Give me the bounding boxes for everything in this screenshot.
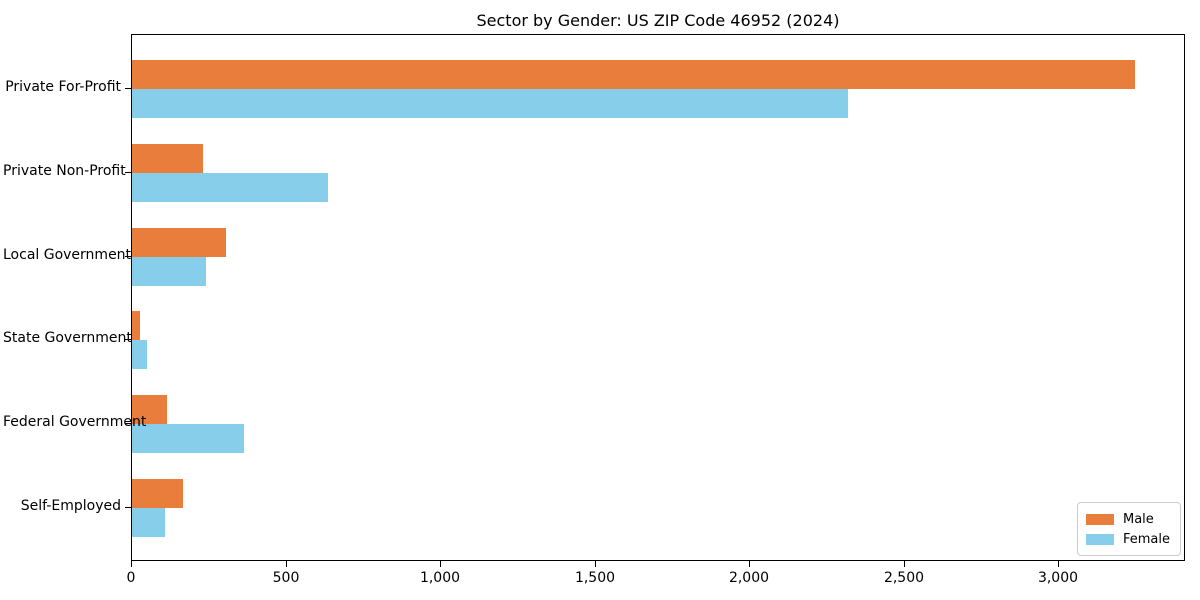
y-tick [125,339,131,340]
bar-male-3 [132,228,226,257]
bar-male-2 [132,144,203,173]
x-axis-tick-label: 0 [126,570,136,586]
x-axis-tick-label: 1,000 [419,570,461,586]
bar-male-5 [132,395,167,424]
x-tick [749,561,750,567]
bar-male-1 [132,60,1135,89]
x-axis-tick-label: 500 [272,570,300,586]
y-axis-label: Self-Employed [20,498,121,514]
y-axis-label: Local Government [3,247,132,263]
x-axis-tick-label: 1,500 [574,570,616,586]
bar-male-6 [132,479,183,508]
y-axis-label: State Government [3,330,132,346]
y-tick [125,507,131,508]
legend-item-male: Male [1085,509,1170,529]
y-tick [125,88,131,89]
bar-female-1 [132,89,848,118]
legend-swatch-icon [1085,533,1114,545]
x-tick [1058,561,1059,567]
bar-female-2 [132,173,328,202]
bar-female-4 [132,340,147,369]
plot-area: Male Female [131,34,1185,561]
y-tick [125,256,131,257]
legend-label: Male [1122,511,1154,527]
legend-item-female: Female [1085,529,1170,549]
legend-label: Female [1122,531,1170,547]
x-axis-tick-label: 2,000 [728,570,770,586]
x-tick [440,561,441,567]
chart-title: Sector by Gender: US ZIP Code 46952 (202… [476,11,840,30]
legend-swatch-icon [1085,513,1114,525]
y-axis-label: Federal Government [3,414,147,430]
x-tick [904,561,905,567]
x-tick [286,561,287,567]
x-tick [595,561,596,567]
y-axis-label: Private Non-Profit [3,163,126,179]
bar-male-4 [132,311,140,340]
y-tick [125,172,131,173]
bar-female-5 [132,424,244,453]
y-tick [125,423,131,424]
x-axis-tick-label: 3,000 [1037,570,1079,586]
x-tick [131,561,132,567]
bar-female-6 [132,508,165,537]
legend: Male Female [1076,502,1181,556]
bar-female-3 [132,257,206,286]
y-axis-label: Private For-Profit [5,79,121,95]
x-axis-tick-label: 2,500 [883,570,925,586]
